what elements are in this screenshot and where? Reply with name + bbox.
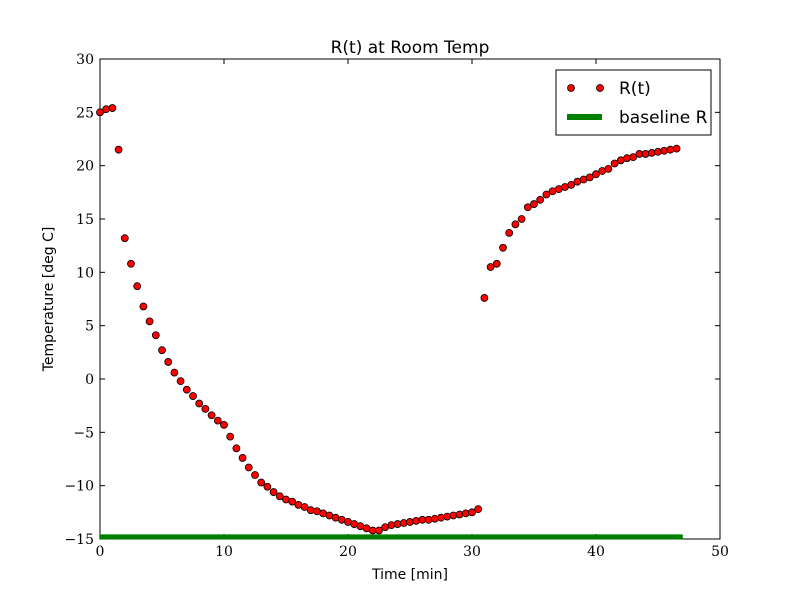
x-axis-label: Time [min] [371, 567, 448, 583]
r-t-point [133, 282, 142, 291]
legend-box [555, 69, 712, 136]
r-t-point [567, 180, 576, 189]
y-tick-label: 5 [85, 319, 94, 335]
x-tick-label: 20 [339, 544, 357, 560]
r-t-point [238, 454, 247, 462]
x-tick-label: 30 [463, 544, 481, 560]
r-t-point [672, 144, 681, 153]
r-t-point [511, 220, 520, 229]
r-t-point [480, 294, 489, 302]
x-tick-label: 0 [96, 544, 105, 560]
y-tick-label: 10 [76, 265, 94, 281]
y-tick-label: 0 [85, 372, 94, 388]
r-t-point [585, 173, 594, 182]
x-tick-label: 50 [711, 544, 729, 560]
r-t-point [232, 444, 241, 453]
legend-label-baseline-r: baseline R [619, 108, 708, 128]
r-t-point [114, 145, 123, 154]
r-t-point [542, 190, 551, 199]
r-t-point [226, 432, 235, 441]
r-t-point [375, 526, 383, 535]
y-tick-label: −15 [64, 532, 94, 548]
r-t-point [213, 416, 222, 425]
r-t-point [189, 392, 197, 400]
legend-marker-r-t-left [567, 84, 575, 92]
r-t-point [492, 259, 501, 268]
r-t-point [629, 153, 638, 162]
r-t-point [96, 108, 104, 117]
r-t-point [170, 368, 179, 377]
r-t-point [120, 234, 129, 243]
r-t-point [127, 259, 135, 268]
legend-label-r-t: R(t) [619, 79, 651, 99]
chart-title: R(t) at Room Temp [331, 38, 490, 58]
r-t-point [263, 482, 272, 491]
legend: R(t) baseline R [555, 69, 712, 136]
legend-marker-r-t-right [596, 84, 604, 92]
r-t-point [158, 346, 166, 355]
r-t-point [499, 243, 507, 252]
y-tick-label: 15 [76, 212, 94, 228]
r-t-point [505, 228, 514, 237]
x-tick-label: 40 [587, 544, 605, 560]
y-tick-label: 25 [76, 105, 94, 121]
y-tick-label: 30 [76, 52, 94, 68]
r-t-point [468, 508, 476, 517]
r-t-point [300, 503, 309, 511]
r-t-point [195, 399, 204, 408]
r-t-point [220, 420, 228, 429]
r-t-point [486, 263, 495, 271]
y-tick-label: 20 [76, 159, 94, 175]
r-t-point [139, 302, 148, 311]
y-tick-label: −5 [73, 425, 94, 441]
r-t-point [604, 164, 613, 173]
r-t-point [288, 497, 297, 506]
r-t-point [182, 385, 191, 394]
r-t-point [592, 170, 600, 179]
r-t-point [164, 358, 173, 366]
r-t-point [145, 317, 154, 326]
r-t-point [530, 200, 538, 208]
r-t-point [151, 331, 160, 340]
r-t-point [536, 195, 545, 204]
r-t-point [207, 411, 216, 420]
r-t-point [474, 505, 483, 514]
r-t-point [269, 488, 278, 496]
r-t-point [610, 159, 619, 168]
x-tick-label: 10 [215, 544, 233, 560]
r-t-point [517, 215, 526, 223]
r-t-point [251, 471, 259, 479]
r-t-point [108, 104, 117, 112]
r-t-point [523, 203, 532, 212]
r-t-point [176, 377, 185, 386]
r-t-point [244, 463, 253, 472]
plot-area: 0 10 20 30 40 50 −15 −10 −5 0 5 10 15 20 25 30 [64, 52, 728, 560]
y-axis-label: Temperature [deg C] [41, 227, 57, 373]
r-t-point [275, 492, 284, 501]
y-tick-label: −10 [64, 479, 94, 495]
r-t-point [257, 478, 266, 487]
r-t-point [201, 404, 210, 413]
